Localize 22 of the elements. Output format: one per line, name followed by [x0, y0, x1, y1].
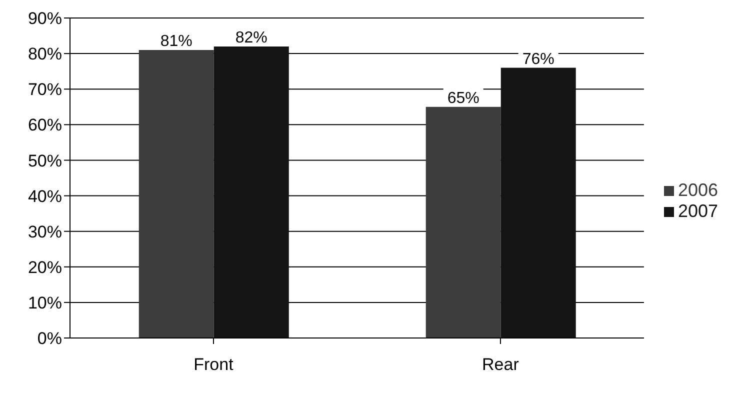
data-label: 81%	[160, 33, 192, 50]
y-tick-label: 80%	[28, 44, 62, 64]
y-tick-label: 70%	[28, 80, 62, 100]
y-tick-label: 20%	[28, 258, 62, 277]
bar	[138, 50, 214, 338]
x-tick-label: Rear	[482, 355, 520, 374]
bar	[426, 106, 501, 338]
y-tick-label: 60%	[28, 116, 62, 135]
y-tick-label: 90%	[28, 9, 62, 28]
legend-label: 2006	[678, 180, 718, 200]
x-tick-label: Front	[194, 355, 234, 374]
legend-label: 2007	[678, 200, 718, 220]
y-tick-label: 0%	[37, 329, 62, 348]
bar	[214, 46, 289, 338]
data-label: 76%	[522, 50, 554, 68]
data-label: 82%	[235, 29, 268, 46]
y-tick-label: 50%	[28, 151, 62, 170]
y-tick-label: 10%	[28, 293, 62, 312]
y-tick-label: 30%	[28, 222, 62, 242]
y-tick-label: 40%	[28, 186, 62, 206]
bar	[500, 68, 576, 338]
data-label: 65%	[447, 90, 480, 107]
